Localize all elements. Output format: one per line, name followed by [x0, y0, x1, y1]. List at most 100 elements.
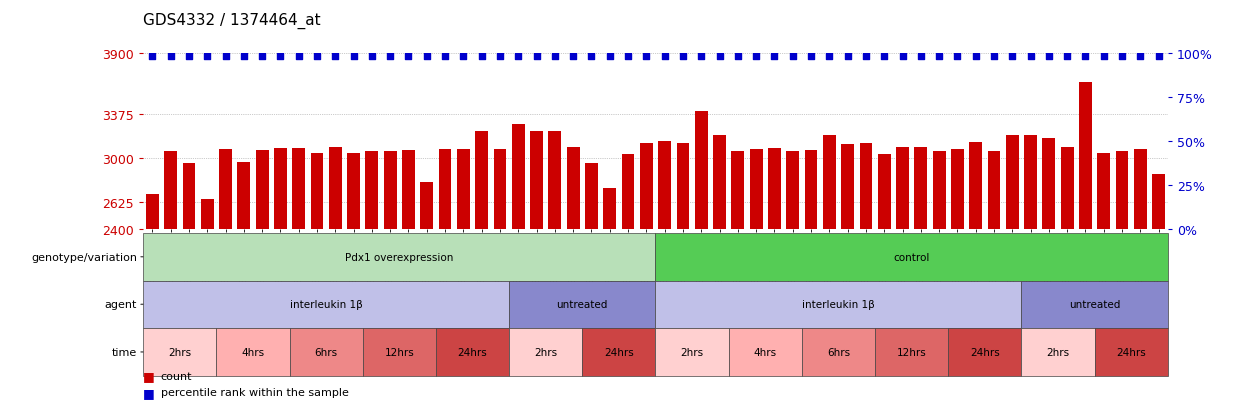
Bar [914, 147, 928, 229]
Bar [713, 135, 726, 229]
Point [179, 54, 199, 61]
Text: 12hrs: 12hrs [896, 347, 926, 357]
Point [1076, 54, 1096, 61]
Point [527, 54, 547, 61]
Point [581, 54, 601, 61]
Bar [1079, 83, 1092, 229]
Bar [402, 151, 415, 229]
Point [929, 54, 949, 61]
Bar [659, 142, 671, 229]
Point [435, 54, 454, 61]
Text: control: control [894, 252, 930, 262]
Text: 12hrs: 12hrs [385, 347, 415, 357]
Text: 2hrs: 2hrs [534, 347, 558, 357]
Text: 24hrs: 24hrs [1117, 347, 1147, 357]
Point [691, 54, 711, 61]
Bar [970, 142, 982, 229]
Point [197, 54, 217, 61]
Point [508, 54, 528, 61]
Text: GDS4332 / 1374464_at: GDS4332 / 1374464_at [143, 12, 321, 28]
Point [325, 54, 345, 61]
Bar [366, 152, 378, 229]
Bar [787, 152, 799, 229]
Bar [1153, 174, 1165, 229]
Point [491, 54, 510, 61]
Text: 24hrs: 24hrs [458, 347, 487, 357]
Text: 4hrs: 4hrs [753, 347, 777, 357]
Point [764, 54, 784, 61]
Point [911, 54, 931, 61]
Point [563, 54, 583, 61]
Bar [987, 152, 1001, 229]
Bar [768, 149, 781, 229]
Point [710, 54, 730, 61]
Point [344, 54, 364, 61]
Bar [1061, 147, 1073, 229]
Bar [200, 200, 214, 229]
Bar [640, 144, 652, 229]
Point [545, 54, 565, 61]
Point [253, 54, 273, 61]
Bar [183, 164, 195, 229]
Bar [1025, 135, 1037, 229]
Bar [731, 152, 745, 229]
Bar [951, 150, 964, 229]
Bar [842, 145, 854, 229]
Bar [476, 132, 488, 229]
Text: percentile rank within the sample: percentile rank within the sample [161, 387, 349, 397]
Text: untreated: untreated [557, 299, 608, 310]
Bar [255, 151, 269, 229]
Point [655, 54, 675, 61]
Text: ■: ■ [143, 386, 154, 399]
Text: untreated: untreated [1069, 299, 1120, 310]
Bar [878, 154, 890, 229]
Point [966, 54, 986, 61]
Point [380, 54, 400, 61]
Bar [274, 149, 286, 229]
Text: 6hrs: 6hrs [315, 347, 337, 357]
Point [874, 54, 894, 61]
Point [1149, 54, 1169, 61]
Point [600, 54, 620, 61]
Point [215, 54, 235, 61]
Bar [549, 132, 561, 229]
Text: interleukin 1β: interleukin 1β [290, 299, 362, 310]
Point [1002, 54, 1022, 61]
Point [142, 54, 162, 61]
Point [398, 54, 418, 61]
Bar [438, 150, 452, 229]
Bar [347, 153, 360, 229]
Point [636, 54, 656, 61]
Bar [1116, 152, 1128, 229]
Text: genotype/variation: genotype/variation [31, 252, 137, 262]
Point [838, 54, 858, 61]
Point [453, 54, 473, 61]
Bar [383, 152, 397, 229]
Point [746, 54, 766, 61]
Bar [804, 151, 818, 229]
Point [362, 54, 382, 61]
Text: 2hrs: 2hrs [168, 347, 192, 357]
Point [308, 54, 327, 61]
Bar [293, 149, 305, 229]
Bar [585, 164, 598, 229]
Bar [530, 132, 543, 229]
Bar [604, 188, 616, 229]
Point [1057, 54, 1077, 61]
Bar [512, 125, 524, 229]
Bar [219, 150, 232, 229]
Point [674, 54, 693, 61]
Bar [457, 150, 469, 229]
Point [472, 54, 492, 61]
Point [1038, 54, 1058, 61]
Bar [823, 135, 835, 229]
Point [783, 54, 803, 61]
Point [1094, 54, 1114, 61]
Bar [421, 183, 433, 229]
Bar [896, 147, 909, 229]
Point [819, 54, 839, 61]
Bar [329, 147, 341, 229]
Point [728, 54, 748, 61]
Point [801, 54, 820, 61]
Point [618, 54, 637, 61]
